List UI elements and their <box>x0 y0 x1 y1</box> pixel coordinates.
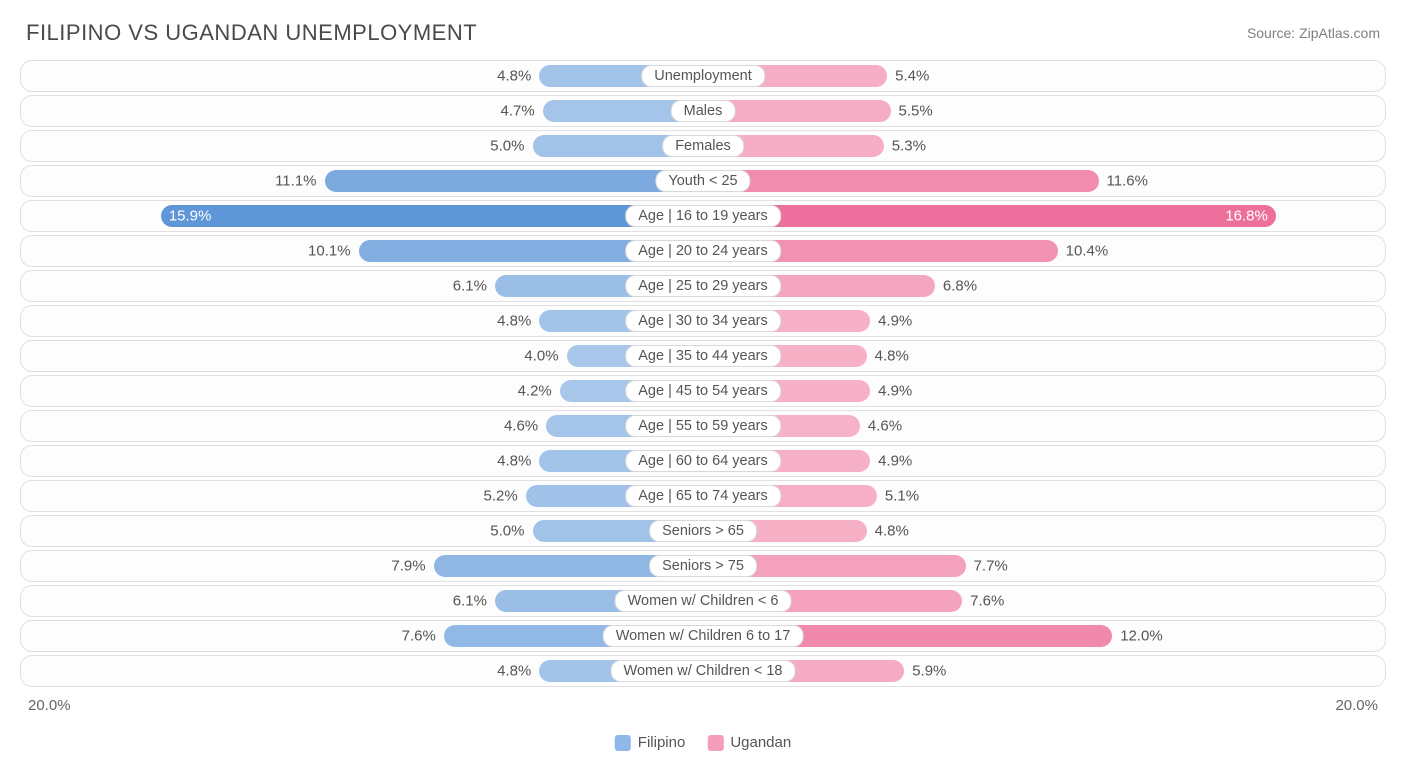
chart-row: 4.8% 5.4% Unemployment <box>20 60 1386 92</box>
value-label-left: 4.8% <box>497 313 539 330</box>
chart-row: 7.9% 7.7% Seniors > 75 <box>20 550 1386 582</box>
value-label-left: 4.6% <box>504 418 546 435</box>
value-label-right: 16.8% <box>1225 208 1268 225</box>
bar-right: 16.8% <box>703 205 1276 227</box>
category-label: Age | 35 to 44 years <box>625 345 781 367</box>
chart-row: 6.1% 7.6% Women w/ Children < 6 <box>20 585 1386 617</box>
value-label-right: 4.8% <box>867 523 909 540</box>
chart-row: 15.9% 16.8% Age | 16 to 19 years <box>20 200 1386 232</box>
value-label-right: 7.6% <box>962 593 1004 610</box>
category-label: Women w/ Children 6 to 17 <box>603 625 804 647</box>
category-label: Age | 65 to 74 years <box>625 485 781 507</box>
chart-row: 5.2% 5.1% Age | 65 to 74 years <box>20 480 1386 512</box>
category-label: Females <box>662 135 744 157</box>
value-label-left: 11.1% <box>275 173 324 190</box>
value-label-left: 15.9% <box>169 208 212 225</box>
chart-row: 4.8% 4.9% Age | 30 to 34 years <box>20 305 1386 337</box>
legend-swatch-right <box>707 735 723 751</box>
chart-row: 6.1% 6.8% Age | 25 to 29 years <box>20 270 1386 302</box>
chart-row: 4.8% 5.9% Women w/ Children < 18 <box>20 655 1386 687</box>
value-label-right: 4.6% <box>860 418 902 435</box>
category-label: Age | 45 to 54 years <box>625 380 781 402</box>
value-label-left: 4.8% <box>497 453 539 470</box>
chart-row: 4.8% 4.9% Age | 60 to 64 years <box>20 445 1386 477</box>
category-label: Age | 25 to 29 years <box>625 275 781 297</box>
axis-left-label: 20.0% <box>28 697 71 714</box>
value-label-left: 6.1% <box>453 593 495 610</box>
category-label: Age | 16 to 19 years <box>625 205 781 227</box>
bar-left: 15.9% <box>161 205 703 227</box>
legend: Filipino Ugandan <box>615 734 791 751</box>
category-label: Unemployment <box>641 65 765 87</box>
chart-row: 4.2% 4.9% Age | 45 to 54 years <box>20 375 1386 407</box>
value-label-left: 4.8% <box>497 663 539 680</box>
chart-row: 10.1% 10.4% Age | 20 to 24 years <box>20 235 1386 267</box>
value-label-right: 4.9% <box>870 383 912 400</box>
value-label-right: 7.7% <box>966 558 1008 575</box>
legend-label-right: Ugandan <box>730 734 791 751</box>
category-label: Women w/ Children < 18 <box>611 660 796 682</box>
chart-row: 11.1%11.6%Youth < 25 <box>20 165 1386 197</box>
category-label: Age | 55 to 59 years <box>625 415 781 437</box>
value-label-right: 12.0% <box>1112 628 1163 645</box>
category-label: Age | 30 to 34 years <box>625 310 781 332</box>
axis-right-label: 20.0% <box>1335 697 1378 714</box>
value-label-right: 6.8% <box>935 278 977 295</box>
value-label-left: 4.7% <box>501 103 543 120</box>
value-label-left: 4.0% <box>524 348 566 365</box>
chart-row: 4.7% 5.5% Males <box>20 95 1386 127</box>
category-label: Women w/ Children < 6 <box>615 590 792 612</box>
chart-header: FILIPINO VS UGANDAN UNEMPLOYMENT Source:… <box>20 20 1386 46</box>
chart-row: 4.0% 4.8% Age | 35 to 44 years <box>20 340 1386 372</box>
axis-row: 20.0% 20.0% <box>20 693 1386 714</box>
chart-area: 4.8% 5.4% Unemployment 4.7% 5.5% Males 5.0% 5.3… <box>20 60 1386 687</box>
value-label-left: 4.8% <box>497 68 539 85</box>
value-label-left: 7.6% <box>402 628 444 645</box>
value-label-left: 5.2% <box>483 488 525 505</box>
value-label-left: 7.9% <box>391 558 433 575</box>
value-label-left: 4.2% <box>518 383 560 400</box>
value-label-right: 5.4% <box>887 68 929 85</box>
value-label-right: 10.4% <box>1058 243 1109 260</box>
legend-swatch-left <box>615 735 631 751</box>
chart-source: Source: ZipAtlas.com <box>1247 25 1380 41</box>
value-label-left: 10.1% <box>308 243 359 260</box>
chart-row: 4.6% 4.6% Age | 55 to 59 years <box>20 410 1386 442</box>
value-label-right: 5.1% <box>877 488 919 505</box>
legend-item-right: Ugandan <box>707 734 791 751</box>
category-label: Age | 20 to 24 years <box>625 240 781 262</box>
bar-left: 11.1% <box>325 170 704 192</box>
value-label-right: 11.6% <box>1099 173 1148 190</box>
chart-row: 7.6% 12.0% Women w/ Children 6 to 17 <box>20 620 1386 652</box>
value-label-right: 5.3% <box>884 138 926 155</box>
value-label-left: 5.0% <box>490 523 532 540</box>
chart-row: 5.0% 4.8% Seniors > 65 <box>20 515 1386 547</box>
category-label: Age | 60 to 64 years <box>625 450 781 472</box>
category-label: Seniors > 75 <box>649 555 757 577</box>
bar-right: 11.6% <box>703 170 1099 192</box>
category-label: Youth < 25 <box>655 170 750 192</box>
category-label: Seniors > 65 <box>649 520 757 542</box>
category-label: Males <box>671 100 736 122</box>
value-label-right: 4.9% <box>870 313 912 330</box>
legend-item-left: Filipino <box>615 734 686 751</box>
chart-row: 5.0% 5.3% Females <box>20 130 1386 162</box>
value-label-right: 4.8% <box>867 348 909 365</box>
value-label-left: 6.1% <box>453 278 495 295</box>
value-label-left: 5.0% <box>490 138 532 155</box>
chart-title: FILIPINO VS UGANDAN UNEMPLOYMENT <box>26 20 477 46</box>
value-label-right: 5.5% <box>891 103 933 120</box>
legend-label-left: Filipino <box>638 734 686 751</box>
value-label-right: 4.9% <box>870 453 912 470</box>
value-label-right: 5.9% <box>904 663 946 680</box>
